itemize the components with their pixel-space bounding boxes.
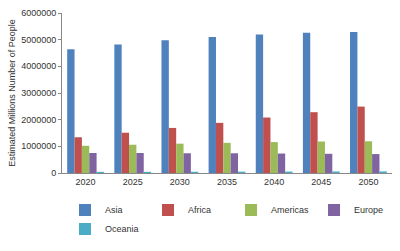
svg-text:Asia: Asia — [105, 205, 123, 215]
svg-text:6000000: 6000000 — [21, 8, 56, 18]
svg-text:2025: 2025 — [123, 177, 143, 187]
svg-text:3000000: 3000000 — [21, 88, 56, 98]
svg-text:2045: 2045 — [311, 177, 331, 187]
svg-text:Europe: Europe — [354, 205, 383, 215]
svg-text:2035: 2035 — [217, 177, 237, 187]
svg-text:0: 0 — [51, 168, 56, 178]
svg-text:5000000: 5000000 — [21, 35, 56, 45]
svg-text:2020: 2020 — [76, 177, 96, 187]
svg-text:2030: 2030 — [170, 177, 190, 187]
svg-text:1000000: 1000000 — [21, 141, 56, 151]
svg-text:Africa: Africa — [188, 205, 211, 215]
svg-text:2000000: 2000000 — [21, 115, 56, 125]
svg-text:Estimated Millions Number of P: Estimated Millions Number of People — [7, 19, 17, 167]
svg-text:4000000: 4000000 — [21, 61, 56, 71]
svg-text:Americas: Americas — [271, 205, 309, 215]
svg-text:Oceania: Oceania — [105, 224, 139, 234]
svg-text:2050: 2050 — [358, 177, 378, 187]
svg-text:2040: 2040 — [264, 177, 284, 187]
